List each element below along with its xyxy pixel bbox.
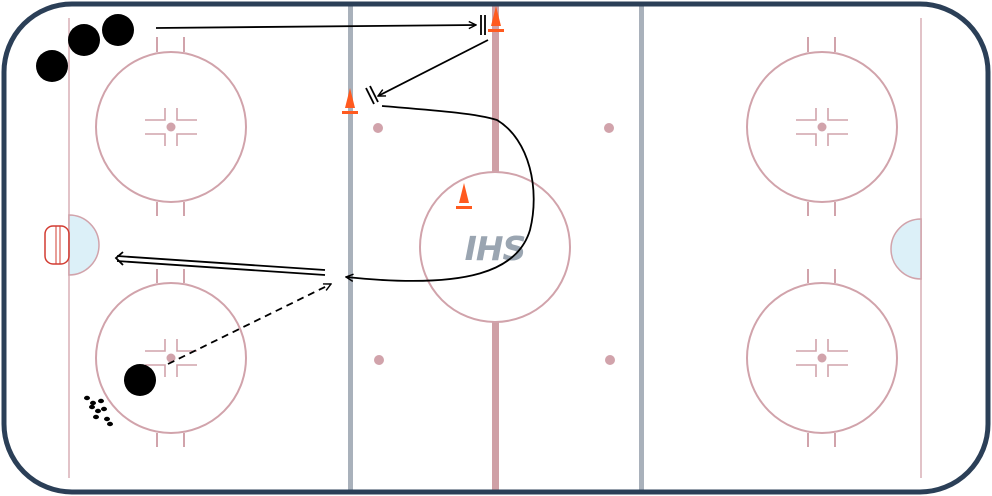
player-marker-icon (68, 24, 100, 56)
rink-logo: IHS (465, 229, 526, 268)
faceoff-circle-left-bottom (95, 269, 247, 447)
neutral-dot (373, 123, 383, 133)
player-marker-icon (36, 50, 68, 82)
center-circle (419, 171, 571, 323)
neutral-dot (605, 355, 615, 365)
skate-path-top (155, 15, 486, 35)
faceoff-circle-right-top (746, 37, 898, 216)
faceoff-circle-left-top (95, 37, 247, 216)
blue-line-right (639, 4, 644, 492)
faceoff-circle-right-bottom (746, 269, 898, 447)
traffic-cone-icon (342, 88, 358, 114)
player-marker-icon (124, 364, 156, 396)
goal-crease-right (890, 218, 922, 280)
goal-net-icon (44, 225, 70, 265)
neutral-dot (604, 123, 614, 133)
skate-path-curve (346, 105, 535, 281)
blue-line-left (348, 4, 353, 492)
skate-path-diagonal (365, 39, 489, 105)
neutral-dot (374, 355, 384, 365)
traffic-cone-icon (488, 6, 504, 32)
player-marker-icon (102, 14, 134, 46)
skate-path-double (114, 251, 326, 276)
puck-pile-icon (84, 395, 113, 427)
traffic-cone-icon (456, 183, 472, 209)
pass-path-dashed (167, 283, 331, 365)
goal-crease-left (68, 214, 100, 276)
